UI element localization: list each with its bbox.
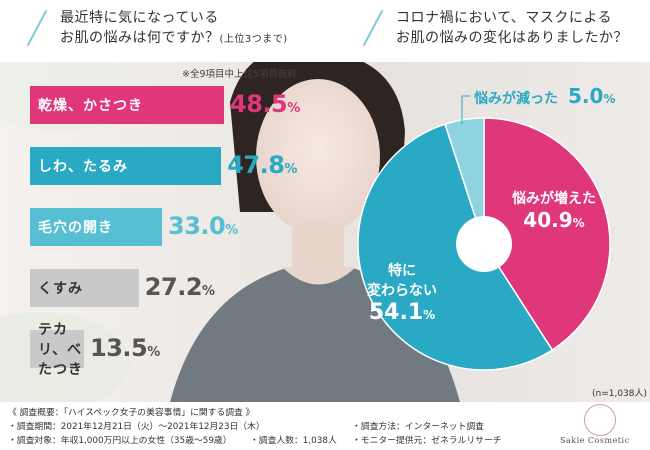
bar-4: くすみ bbox=[30, 269, 139, 307]
logo-emblem bbox=[584, 404, 616, 436]
bar-value-1: 48.5% bbox=[230, 90, 300, 118]
pie-label-unchanged-line1: 特に bbox=[388, 263, 416, 279]
right-question: コロナ禍において、マスクによる お肌の悩みの変化はありましたか？ bbox=[396, 8, 628, 48]
right-question-line1: コロナ禍において、マスクによる bbox=[396, 10, 612, 26]
bar-1: 乾燥、かさつき bbox=[30, 86, 224, 124]
bar-value-2: 47.8% bbox=[227, 151, 297, 179]
bar-value-5: 13.5% bbox=[90, 334, 160, 362]
bar-label-2: しわ、たるみ bbox=[38, 159, 128, 175]
right-slash-decoration bbox=[362, 9, 384, 47]
bar-label-4: くすみ bbox=[38, 281, 83, 297]
bar-label-3: 毛穴の開き bbox=[38, 220, 113, 236]
left-question-line2-text: お肌の悩みは何ですか？ bbox=[60, 30, 220, 46]
survey-provider: ・モニター提供元：ゼネラルリサーチ bbox=[352, 436, 502, 446]
survey-period: ・調査期間：2021年12月21日（火）～2021年12月23日（木） bbox=[8, 422, 265, 432]
pie-label-unchanged-line2: 変わらない bbox=[367, 283, 437, 299]
survey-method: ・調査方法：インターネット調査 bbox=[352, 422, 484, 432]
bar-2: しわ、たるみ bbox=[30, 147, 222, 185]
left-question-line2: お肌の悩みは何ですか？(上位3つまで) bbox=[60, 28, 288, 50]
bar-value-3: 33.0% bbox=[168, 212, 238, 240]
pie-label-increased-text: 悩みが増えた bbox=[512, 191, 596, 207]
survey-footer: 《 調査概要：「ハイスペック女子の美容事情」に関する調査 》 ・調査期間：202… bbox=[0, 402, 650, 450]
sample-size-label: (n=1,038人) bbox=[592, 389, 648, 399]
bar-label-1: 乾燥、かさつき bbox=[38, 98, 143, 114]
bar-label-5: テカリ、べたつき bbox=[38, 322, 83, 378]
pie-value-unchanged: 54.1% bbox=[368, 300, 436, 325]
bar-3: 毛穴の開き bbox=[30, 208, 162, 246]
header: 最近特に気になっている お肌の悩みは何ですか？(上位3つまで) コロナ禍において… bbox=[0, 0, 650, 62]
survey-target: ・調査対象：年収1,000万円以上の女性（35歳～59歳） bbox=[8, 436, 232, 446]
pie-label-increased: 悩みが増えた 40.9% bbox=[512, 188, 596, 232]
pie-label-unchanged: 特に 変わらない 54.1% bbox=[348, 260, 456, 325]
left-slash-decoration bbox=[26, 9, 48, 47]
pie-label-decreased: 悩みが減った 5.0% bbox=[474, 84, 615, 108]
left-question-line1: 最近特に気になっている bbox=[60, 10, 219, 26]
pie-value-decreased: 5.0% bbox=[568, 84, 616, 108]
right-question-line2: お肌の悩みの変化はありましたか？ bbox=[396, 30, 628, 46]
pie-label-decreased-text: 悩みが減った bbox=[474, 91, 558, 107]
survey-title: 《 調査概要：「ハイスペック女子の美容事情」に関する調査 》 bbox=[8, 408, 255, 418]
bar-chart-note: ※全9項目中上位5項目抜粋 bbox=[182, 69, 298, 80]
bar-5: テカリ、べたつき bbox=[30, 322, 84, 378]
pie-value-increased: 40.9% bbox=[523, 208, 585, 232]
logo-text: Sakie Cosmetic bbox=[560, 436, 630, 445]
bar-value-4: 27.2% bbox=[144, 273, 215, 301]
left-question-note: (上位3つまで) bbox=[219, 34, 288, 45]
left-question: 最近特に気になっている お肌の悩みは何ですか？(上位3つまで) bbox=[60, 8, 288, 50]
survey-people: ・調査人数：1,038人 bbox=[250, 436, 337, 446]
